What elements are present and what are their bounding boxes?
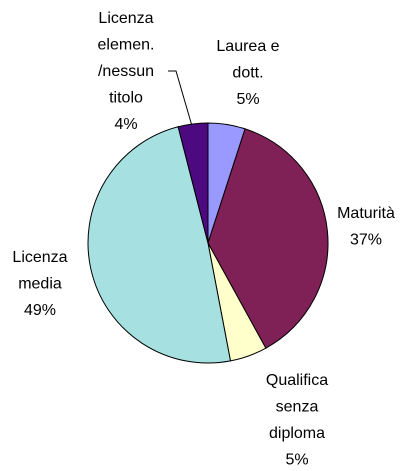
slice-label: Maturità bbox=[337, 205, 395, 222]
slice-value-label: 37% bbox=[350, 232, 382, 249]
slice-value-label: 4% bbox=[114, 116, 137, 133]
pie-slice bbox=[207, 128, 329, 349]
slice-label: media bbox=[18, 276, 62, 293]
slice-label: dott. bbox=[232, 65, 263, 82]
pie-slice bbox=[177, 122, 209, 244]
slice-label: Licenza bbox=[98, 10, 153, 27]
slice-label: Licenza bbox=[12, 249, 67, 266]
slice-value-label: 49% bbox=[24, 302, 56, 319]
slice-label: titolo bbox=[109, 90, 143, 107]
slice-label: Laurea e bbox=[216, 38, 279, 55]
pie-slice bbox=[87, 126, 232, 364]
slice-label: Qualifica bbox=[266, 372, 328, 389]
slice-value-label: 5% bbox=[285, 452, 308, 469]
slice-label: /nessun bbox=[98, 63, 154, 80]
slice-value-label: 5% bbox=[236, 91, 259, 108]
slice-label: diploma bbox=[269, 425, 325, 442]
slice-label: elemen. bbox=[98, 37, 155, 54]
slice-label: senza bbox=[276, 399, 319, 416]
leader-line bbox=[168, 70, 193, 127]
